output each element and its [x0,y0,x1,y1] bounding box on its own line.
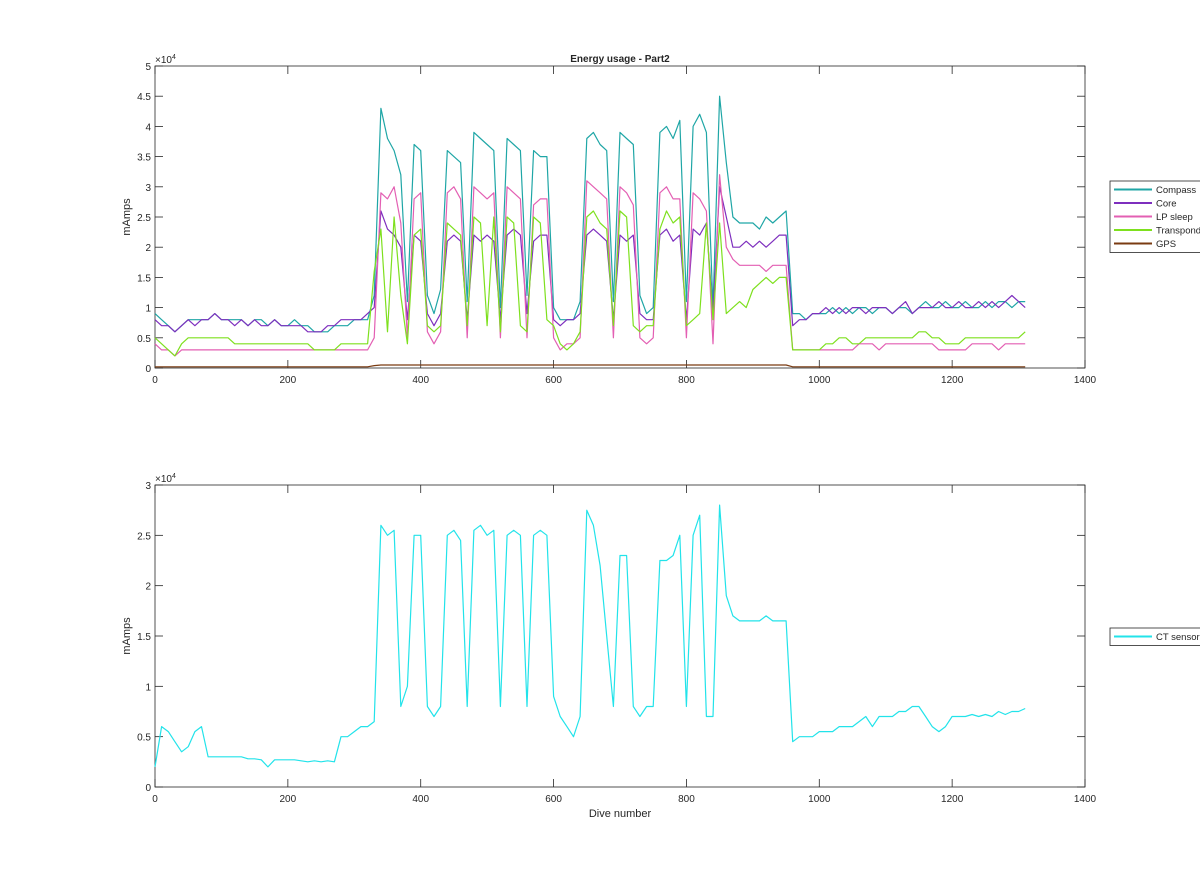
x-tick-label: 200 [280,794,297,805]
legend-item: Core [1114,199,1177,210]
x-tick-label: 200 [280,375,297,386]
legend-item: LP sleep [1114,212,1193,223]
y-tick-label: 3 [145,183,151,194]
series-line-core [154,186,1026,333]
y-tick-label: 2.5 [137,213,151,224]
y-tick-label: 0 [145,783,151,794]
x-tick-label: 1000 [808,794,831,805]
x-tick-label: 1200 [941,375,964,386]
x-tick-label: 400 [412,794,429,805]
x-tick-label: 1000 [808,375,831,386]
y-tick-label: 3 [145,481,151,492]
x-tick-label: 0 [152,375,158,386]
y-multiplier: ×104 [155,54,176,66]
legend: Compass Core LP sleep Transpond GPS [1109,180,1200,253]
y-tick-label: 0.5 [137,733,151,744]
y-tick-label: 2.5 [137,531,151,542]
legend-label: Transpond [1156,226,1200,237]
y-tick-label: 1 [145,682,151,693]
y-axis-label: mAmps [121,617,133,655]
legend-label: Compass [1156,185,1196,196]
x-tick-label: 600 [545,794,562,805]
x-axis-label: Dive number [589,808,652,820]
series-line-ct-sensor [154,504,1026,768]
y-tick-label: 4 [145,122,151,133]
y-tick-label: 0.5 [137,334,151,345]
plot-area [154,484,1086,788]
y-tick-label: 1 [145,304,151,315]
y-tick-label: 1.5 [137,273,151,284]
series-line-lp-sleep [154,174,1026,357]
y-multiplier-base: ×10 [155,55,172,66]
x-tick-label: 1400 [1074,794,1097,805]
x-tick-label: 600 [545,375,562,386]
legend-item: Transpond [1114,226,1200,237]
y-tick-label: 1.5 [137,632,151,643]
energy-usage-axes: Energy usage - Part2 mAmps ×104 0 200 400 6… [121,54,1200,386]
x-tick-label: 0 [152,794,158,805]
x-tick-label: 400 [412,375,429,386]
y-tick-label: 2 [145,243,151,254]
legend-label: CT sensor [1156,632,1200,643]
series-line-gps [155,364,1026,368]
legend-item: CT sensor [1114,632,1200,643]
y-multiplier: ×104 [155,473,176,485]
y-tick-label: 0 [145,364,151,375]
legend-label: LP sleep [1156,212,1193,223]
y-tick-label: 5 [145,62,151,73]
legend-item: GPS [1114,239,1176,250]
legend-item: Compass [1114,185,1196,196]
x-tick-label: 1400 [1074,375,1097,386]
ct-sensor-axes: mAmps Dive number ×104 0 200 400 600 800 1000… [121,473,1200,820]
legend-box [1109,627,1200,646]
y-axis-label: mAmps [121,198,133,236]
legend-label: Core [1156,199,1177,210]
y-tick-label: 4.5 [137,92,151,103]
y-multiplier-base: ×10 [155,474,172,485]
y-tick-label: 3.5 [137,153,151,164]
chart-title: Energy usage - Part2 [570,54,670,65]
legend: CT sensor [1109,627,1200,646]
x-tick-label: 800 [678,375,695,386]
y-tick-label: 2 [145,582,151,593]
y-multiplier-exponent: 4 [172,473,176,480]
x-tick-label: 800 [678,794,695,805]
legend-label: GPS [1156,239,1176,250]
series-line-transpond [154,210,1026,357]
x-tick-label: 1200 [941,794,964,805]
y-multiplier-exponent: 4 [172,54,176,61]
